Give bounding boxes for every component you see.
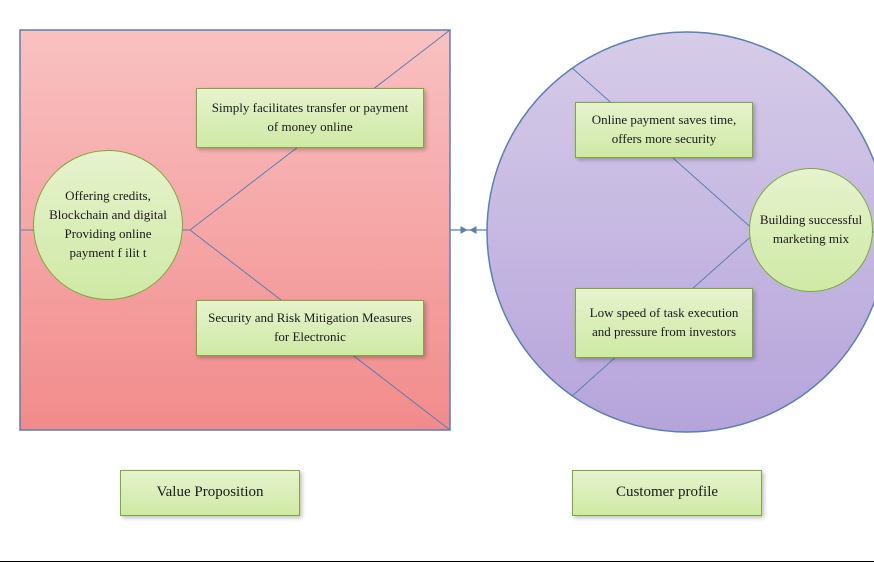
value-proposition-label: Value Proposition [120, 470, 300, 516]
value-proposition-product-text: Simply facilitates transfer or payment o… [205, 99, 415, 137]
customer-profile-label: Customer profile [572, 470, 762, 516]
value-proposition-pain-box: Security and Risk Mitigation Measures fo… [196, 300, 424, 356]
value-proposition-pain-text: Security and Risk Mitigation Measures fo… [205, 309, 415, 347]
customer-profile-pain-box: Low speed of task execution and pressure… [575, 288, 753, 358]
customer-profile-job-circle: Building successful marketing mix [749, 168, 873, 292]
value-proposition-label-text: Value Proposition [156, 482, 263, 504]
customer-profile-gain-text: Online payment saves time, offers more s… [584, 111, 744, 149]
diagram-stage: Offering credits, Blockchain and digital… [0, 0, 874, 561]
customer-profile-job-text: Building successful marketing mix [758, 211, 864, 249]
customer-profile-gain-box: Online payment saves time, offers more s… [575, 102, 753, 158]
value-proposition-gain-circle: Offering credits, Blockchain and digital… [33, 150, 183, 300]
customer-profile-pain-text: Low speed of task execution and pressure… [584, 304, 744, 342]
value-proposition-product-box: Simply facilitates transfer or payment o… [196, 88, 424, 148]
customer-profile-label-text: Customer profile [616, 482, 718, 504]
value-proposition-gain-text: Offering credits, Blockchain and digital… [42, 187, 174, 262]
fit-arrow [450, 226, 487, 234]
